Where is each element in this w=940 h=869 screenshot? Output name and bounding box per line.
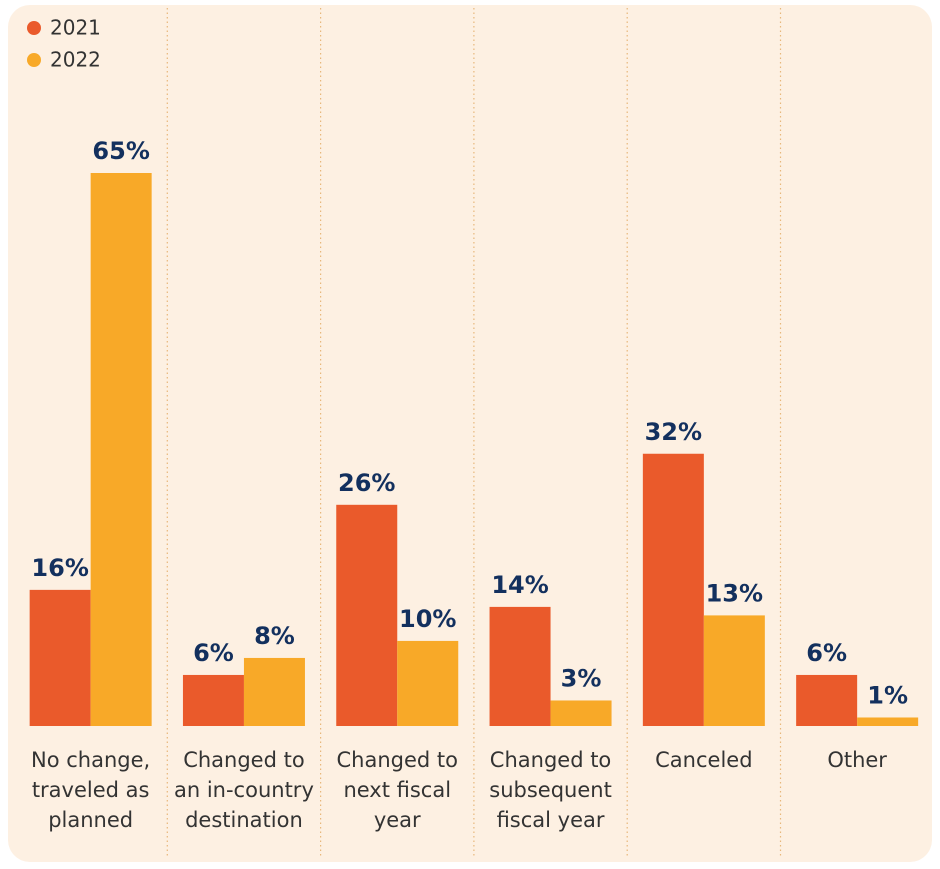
x-tick-label: Changed to subsequent fiscal year bbox=[489, 748, 612, 832]
x-tick-label: Canceled bbox=[655, 748, 753, 772]
value-label: 3% bbox=[561, 664, 602, 692]
value-label: 32% bbox=[645, 418, 702, 446]
value-label: 6% bbox=[806, 639, 847, 667]
bar bbox=[550, 700, 612, 726]
legend-marker bbox=[27, 21, 41, 35]
bar bbox=[642, 453, 704, 726]
legend-marker bbox=[27, 53, 41, 67]
value-label: 6% bbox=[193, 639, 234, 667]
bar bbox=[90, 173, 152, 726]
x-tick-label: Changed to an in-country destination bbox=[173, 748, 314, 832]
bar bbox=[397, 640, 459, 726]
value-label: 26% bbox=[338, 469, 395, 497]
bar bbox=[489, 606, 551, 726]
bar bbox=[796, 674, 858, 726]
bar bbox=[243, 657, 305, 726]
bar bbox=[336, 504, 398, 726]
value-label: 8% bbox=[254, 622, 295, 650]
value-label: 14% bbox=[491, 571, 548, 599]
bar bbox=[703, 615, 765, 726]
legend-label: 2022 bbox=[50, 48, 101, 72]
value-label: 65% bbox=[92, 137, 149, 165]
x-tick-label: No change, traveled as planned bbox=[31, 748, 151, 832]
x-tick-label: Changed to next fiscal year bbox=[336, 748, 459, 832]
legend-label: 2021 bbox=[50, 16, 101, 40]
bar bbox=[182, 674, 244, 726]
value-label: 16% bbox=[31, 554, 88, 582]
x-tick-label: Other bbox=[827, 748, 887, 772]
value-label: 10% bbox=[399, 605, 456, 633]
value-label: 13% bbox=[706, 579, 763, 607]
bar bbox=[29, 589, 91, 726]
value-label: 1% bbox=[867, 681, 908, 709]
bar bbox=[857, 717, 919, 726]
